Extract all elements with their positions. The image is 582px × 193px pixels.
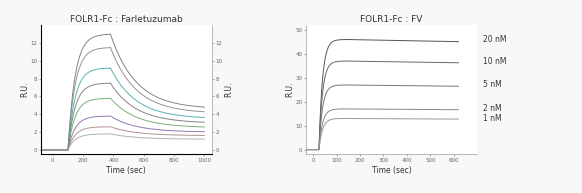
- Y-axis label: R.U.: R.U.: [223, 82, 233, 97]
- Y-axis label: R.U.: R.U.: [285, 82, 294, 97]
- Title: FOLR1-Fc : Farletuzumab: FOLR1-Fc : Farletuzumab: [70, 15, 183, 24]
- Title: FOLR1-Fc : FV: FOLR1-Fc : FV: [360, 15, 423, 24]
- Text: 10 nM: 10 nM: [483, 57, 506, 65]
- Text: 20 nM: 20 nM: [483, 35, 506, 44]
- Text: 5 nM: 5 nM: [483, 80, 502, 90]
- Text: 2 nM: 2 nM: [483, 104, 502, 113]
- X-axis label: Time (sec): Time (sec): [107, 166, 146, 175]
- Text: 1 nM: 1 nM: [483, 114, 502, 123]
- X-axis label: Time (sec): Time (sec): [372, 166, 411, 175]
- Y-axis label: R.U.: R.U.: [20, 82, 29, 97]
